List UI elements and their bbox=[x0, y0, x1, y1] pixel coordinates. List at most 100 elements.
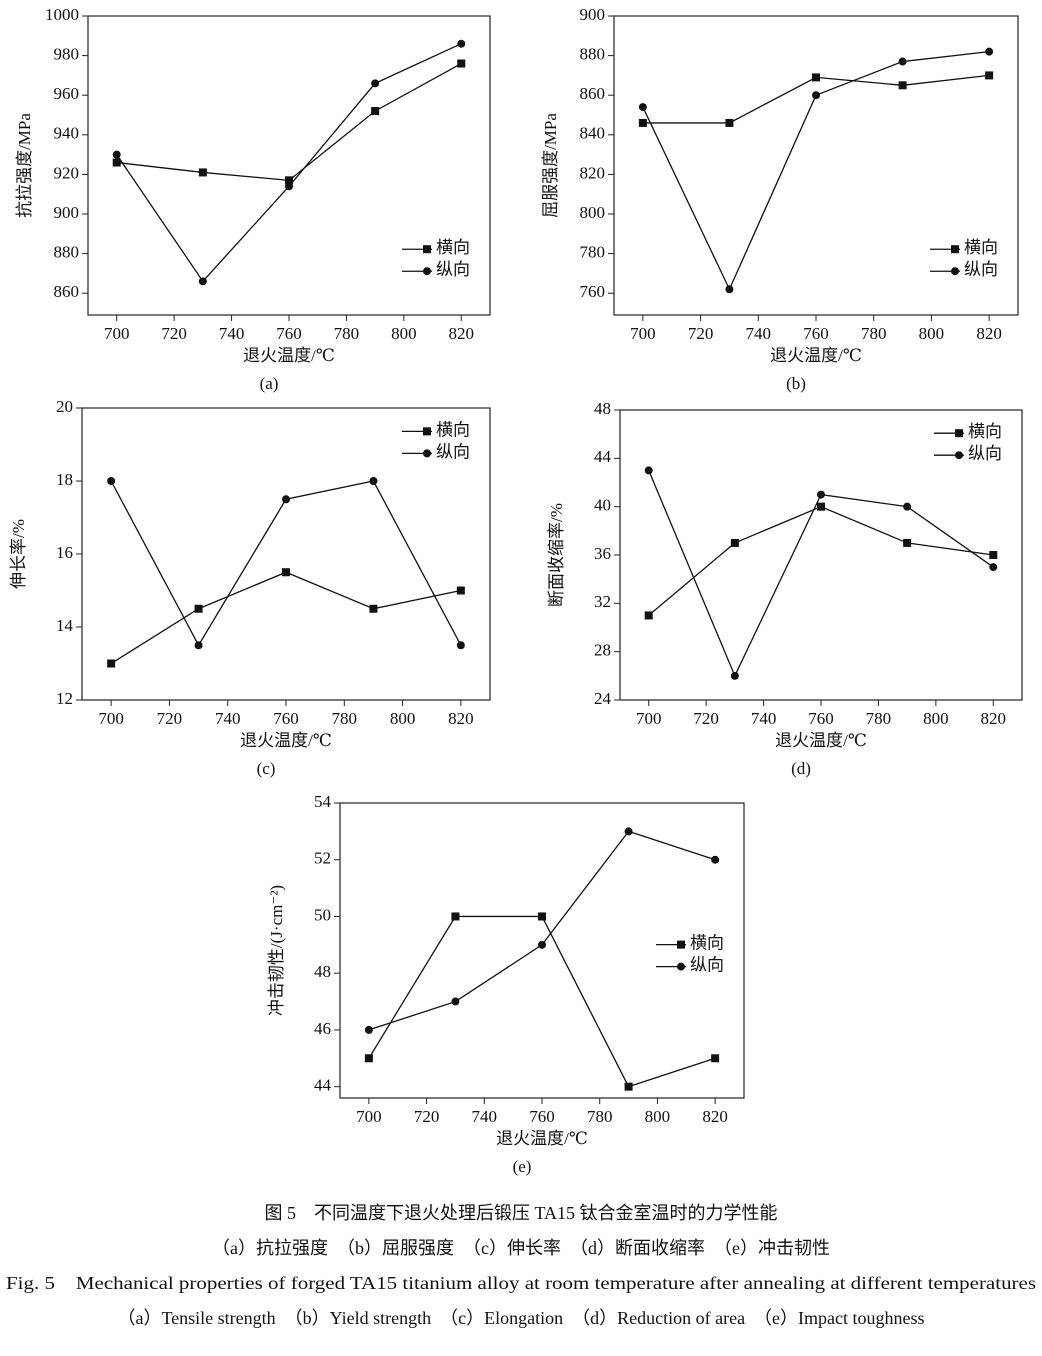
chart: 24 28 32 36 40 44 48 700 720 740 760 780 800 820 退火温度/… bbox=[547, 399, 1023, 778]
marker-circle bbox=[371, 79, 380, 88]
panel-label: (b) bbox=[786, 374, 806, 393]
x-tick-label: 760 bbox=[276, 324, 302, 343]
y-tick-label: 760 bbox=[580, 282, 606, 301]
y-tick-label: 32 bbox=[594, 592, 611, 611]
x-tick-label: 800 bbox=[923, 709, 949, 728]
x-axis-label: 退火温度/℃ bbox=[775, 731, 867, 750]
series-line bbox=[116, 43, 462, 283]
x-tick-label: 740 bbox=[746, 324, 772, 343]
marker-square bbox=[985, 71, 994, 80]
marker-circle bbox=[538, 940, 546, 949]
y-tick-label: 28 bbox=[594, 641, 611, 660]
x-tick-label: 760 bbox=[273, 709, 299, 728]
y-tick-label: 20 bbox=[56, 397, 73, 416]
x-tick-label: 780 bbox=[334, 324, 360, 343]
marker-square bbox=[624, 1082, 633, 1091]
legend-marker bbox=[955, 429, 963, 438]
marker-square bbox=[198, 168, 207, 177]
legend-marker bbox=[423, 267, 431, 276]
series-line bbox=[642, 50, 990, 291]
marker-circle bbox=[812, 91, 820, 100]
x-axis-label: 退火温度/℃ bbox=[770, 346, 862, 365]
marker-square bbox=[456, 586, 465, 595]
legend-marker bbox=[951, 267, 959, 276]
legend-marker bbox=[423, 245, 431, 254]
marker-circle bbox=[624, 827, 633, 836]
x-tick-label: 760 bbox=[529, 1107, 555, 1126]
chart: 860 880 900 920 940 960 980 1000 700 720 740 760 780… bbox=[15, 5, 491, 393]
marker-circle bbox=[285, 182, 293, 191]
marker-circle bbox=[282, 495, 290, 504]
x-tick-label: 700 bbox=[98, 709, 124, 728]
x-tick-label: 740 bbox=[751, 709, 777, 728]
y-tick-label: 940 bbox=[54, 124, 80, 143]
marker-circle bbox=[725, 285, 734, 294]
marker-square bbox=[898, 81, 907, 90]
y-tick-label: 860 bbox=[580, 84, 606, 103]
legend-label: 横向 bbox=[690, 934, 724, 953]
y-tick-label: 900 bbox=[54, 203, 80, 222]
y-tick-label: 16 bbox=[56, 543, 73, 562]
marker-square bbox=[194, 604, 203, 613]
legend-label: 横向 bbox=[436, 238, 470, 257]
legend-marker bbox=[423, 449, 431, 458]
y-tick-label: 44 bbox=[314, 1076, 332, 1095]
x-tick-label: 800 bbox=[645, 1107, 671, 1126]
y-tick-label: 960 bbox=[54, 84, 80, 103]
x-tick-label: 740 bbox=[215, 709, 241, 728]
x-tick-label: 820 bbox=[449, 324, 475, 343]
marker-square bbox=[457, 59, 466, 68]
marker-square bbox=[812, 73, 820, 82]
marker-square bbox=[371, 107, 380, 116]
x-tick-label: 820 bbox=[702, 1107, 728, 1126]
chart: 12 14 16 18 20 700 720 740 760 780 800 820 退火温度/℃ (c)… bbox=[9, 397, 491, 778]
x-tick-label: 740 bbox=[219, 324, 245, 343]
y-tick-label: 50 bbox=[314, 905, 331, 924]
x-tick-label: 720 bbox=[161, 324, 187, 343]
y-axis-label: 冲击韧性/(J·cm⁻²) bbox=[267, 885, 286, 1016]
y-tick-label: 52 bbox=[314, 849, 331, 868]
y-tick-label: 900 bbox=[580, 5, 606, 24]
y-tick-label: 36 bbox=[594, 544, 611, 563]
legend-label: 纵向 bbox=[436, 442, 470, 461]
marker-circle bbox=[898, 57, 907, 66]
x-tick-label: 800 bbox=[391, 324, 417, 343]
marker-circle bbox=[194, 641, 203, 650]
marker-circle bbox=[730, 671, 739, 680]
x-tick-label: 720 bbox=[157, 709, 183, 728]
x-tick-label: 820 bbox=[981, 709, 1007, 728]
x-tick-label: 780 bbox=[587, 1107, 613, 1126]
marker-circle bbox=[112, 150, 121, 159]
marker-square bbox=[285, 176, 293, 185]
x-tick-label: 780 bbox=[861, 324, 887, 343]
series-line bbox=[116, 62, 462, 182]
legend-marker bbox=[951, 245, 959, 254]
x-tick-label: 760 bbox=[808, 709, 834, 728]
marker-circle bbox=[107, 477, 116, 485]
y-axis-label: 屈服强度/MPa bbox=[541, 113, 560, 218]
panel-label: (a) bbox=[260, 374, 279, 393]
x-tick-label: 700 bbox=[630, 324, 656, 343]
marker-circle bbox=[711, 855, 720, 864]
marker-square bbox=[644, 611, 653, 620]
marker-square bbox=[817, 502, 825, 511]
y-axis-label: 抗拉强度/MPa bbox=[15, 113, 34, 218]
legend-label: 横向 bbox=[968, 422, 1002, 441]
legend-label: 纵向 bbox=[436, 260, 470, 279]
y-tick-label: 780 bbox=[580, 243, 606, 262]
marker-square bbox=[989, 551, 998, 559]
legend-label: 纵向 bbox=[968, 444, 1002, 463]
legend-label: 纵向 bbox=[964, 260, 998, 279]
legend-label: 纵向 bbox=[690, 956, 724, 975]
legend-marker bbox=[677, 940, 685, 949]
y-tick-label: 820 bbox=[580, 163, 606, 182]
x-tick-label: 820 bbox=[448, 709, 474, 728]
plot-frame bbox=[339, 802, 745, 1099]
panel-label: (e) bbox=[513, 1157, 532, 1176]
panel-label: (d) bbox=[791, 759, 811, 778]
series-line bbox=[110, 571, 461, 665]
legend-marker bbox=[955, 451, 963, 460]
marker-circle bbox=[456, 641, 465, 650]
